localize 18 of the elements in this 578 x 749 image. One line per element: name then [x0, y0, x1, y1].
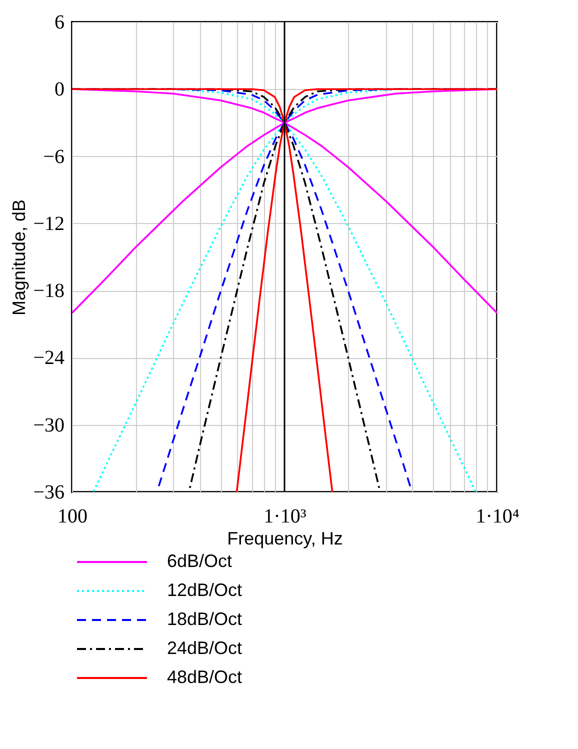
y-tick-label: 0	[54, 78, 64, 101]
y-tick-label: −36	[33, 482, 64, 504]
legend-label: 6dB/Oct	[167, 551, 232, 571]
y-tick-label: −24	[33, 347, 64, 370]
legend-label: 18dB/Oct	[167, 609, 242, 629]
y-tick-label: 6	[54, 12, 64, 34]
y-tick-label: −6	[43, 146, 64, 168]
x-tick-label: 100	[58, 506, 88, 528]
x-tick-label: 1·10⁴	[476, 506, 520, 528]
legend-label: 24dB/Oct	[167, 638, 242, 658]
y-tick-label: −30	[33, 414, 64, 436]
legend-label: 48dB/Oct	[167, 667, 242, 687]
y-tick-label: −18	[33, 280, 64, 302]
x-tick-label: 1·10³	[264, 506, 306, 528]
legend-label: 12dB/Oct	[167, 580, 242, 600]
y-tick-label: −12	[33, 212, 64, 235]
x-axis-title: Frequency, Hz	[227, 528, 343, 548]
y-axis-title: Magnitude, dB	[9, 199, 30, 316]
